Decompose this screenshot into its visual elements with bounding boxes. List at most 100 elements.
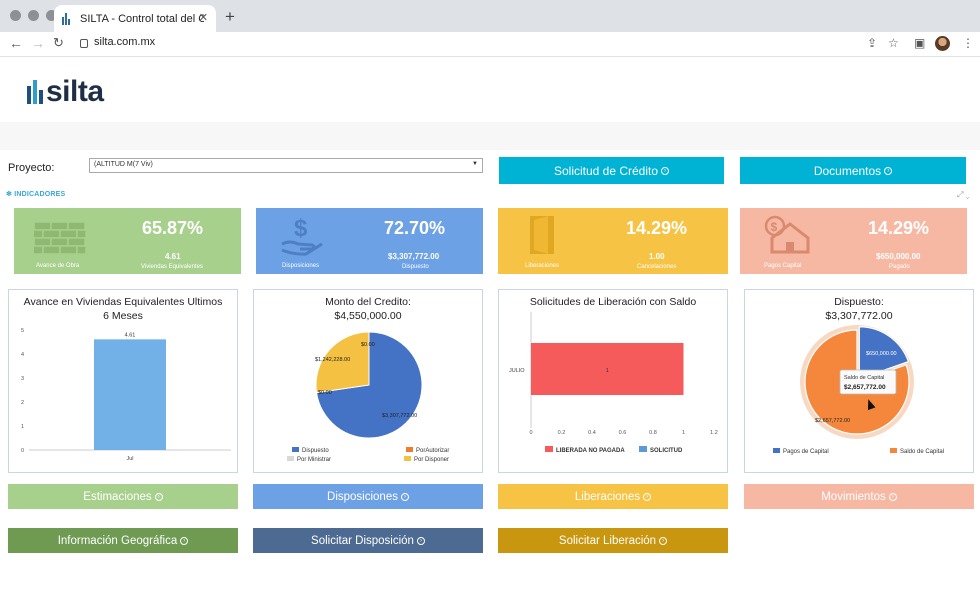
bar — [531, 343, 684, 395]
pie-data-label: $650,000.00 — [866, 351, 897, 357]
legend-label: Por Ministrar — [297, 457, 331, 463]
browser-toolbar: ← → ↻ silta.com.mx ⇪ ☆ ▣ ⋮ — [0, 32, 980, 57]
address-bar[interactable]: silta.com.mx — [80, 36, 155, 48]
header-divider-band — [0, 122, 980, 150]
documentos-button[interactable]: Documentos › — [740, 157, 966, 184]
maximize-window-button[interactable] — [46, 10, 57, 21]
chevron-down-icon: ▼ — [472, 161, 478, 167]
tab-title: SILTA - Control total del Crédito — [80, 12, 204, 25]
x-tick-label: 0 — [529, 430, 532, 436]
chart-title: Monto del Credito: $4,550,000.00 — [254, 295, 482, 323]
pie-data-label: $0.00 — [361, 342, 375, 348]
tooltip-title: Saldo de Capital — [844, 375, 884, 381]
bar — [94, 339, 166, 450]
lock-icon — [80, 38, 88, 48]
legend-label: Dispuesto — [302, 448, 329, 454]
arrow-circle-icon: › — [661, 166, 670, 175]
movimientos-label: Movimientos — [821, 490, 886, 503]
solicitar-liberacion-label: Solicitar Liberación — [558, 534, 657, 547]
silta-logo-mark-icon — [27, 80, 43, 104]
kpi-label: Liberaciones — [525, 263, 560, 269]
solicitar-disposicion-label: Solicitar Disposición — [311, 534, 414, 547]
y-tick-label: 4 — [21, 352, 24, 358]
legend-label: LIBERADA NO PAGADA — [556, 448, 625, 454]
arrow-circle-icon: › — [400, 492, 409, 501]
kpi-percent: 65.87% — [142, 218, 204, 238]
x-tick-label: 0.2 — [558, 430, 566, 436]
kpi-avance-obra[interactable]: 65.87% 4.61 Viviendas Equivalentes Avanc… — [14, 208, 241, 274]
chart-subtitle: $4,550,000.00 — [334, 310, 402, 322]
tab-bar: SILTA - Control total del Crédito ✕ + — [0, 0, 980, 32]
kpi-percent: 14.29% — [868, 218, 930, 238]
expand-collapse-icon[interactable]: ⤢ ⌄ — [957, 190, 970, 199]
x-tick-label: 0.8 — [649, 430, 657, 436]
movimientos-button[interactable]: Movimientos › — [744, 484, 974, 509]
legend-swatch — [404, 456, 411, 461]
y-tick-label: 1 — [21, 424, 24, 430]
tooltip-box — [839, 369, 897, 395]
chart-title: Avance en Viviendas Equivalentes Ultimos… — [23, 296, 223, 322]
arrow-circle-icon: › — [888, 492, 897, 501]
y-tick-label: 0 — [21, 448, 24, 454]
bookmark-star-icon[interactable]: ☆ — [888, 36, 899, 50]
dashboard-content: Proyecto: (ALTITUD M(7 Viv) ▼ Solicitud … — [0, 122, 980, 609]
arrow-circle-icon: › — [416, 536, 425, 545]
indicadores-label[interactable]: ✻ INDICADORES — [6, 191, 66, 198]
bar-data-label: 1 — [606, 368, 609, 374]
x-tick-label: Jul — [126, 456, 133, 462]
kpi-value-label: Cancelaciones — [637, 264, 677, 270]
reload-icon[interactable]: ↻ — [53, 35, 64, 50]
kpi-value: 1.00 — [649, 252, 665, 261]
arrow-circle-icon: › — [154, 492, 163, 501]
minimize-window-button[interactable] — [28, 10, 39, 21]
kpi-value-label: Dispuesto — [402, 264, 429, 270]
project-select[interactable]: (ALTITUD M(7 Viv) ▼ — [89, 158, 483, 173]
arrow-circle-icon: › — [659, 536, 668, 545]
legend-label: SOLICITUD — [650, 448, 683, 454]
money-hand-icon: $ — [281, 215, 323, 256]
solicitar-liberacion-button[interactable]: Solicitar Liberación › — [498, 528, 728, 553]
informacion-geografica-button[interactable]: Información Geográfica › — [8, 528, 238, 553]
share-icon[interactable]: ⇪ — [867, 36, 878, 50]
silta-logo[interactable]: silta — [27, 75, 104, 109]
kpi-disposiciones[interactable]: $ 72.70% $3,307,772.00 Dispuesto Disposi… — [256, 208, 483, 274]
kpi-value: 4.61 — [165, 252, 181, 261]
kpi-pagos-capital[interactable]: $ 14.29% $650,000.00 Pagado Pagos Capita… — [740, 208, 967, 274]
x-tick-label: 0.4 — [588, 430, 596, 436]
kpi-liberaciones[interactable]: 14.29% 1.00 Cancelaciones Liberaciones — [498, 208, 728, 274]
solicitudes-bar-chart: 0 0.2 0.4 0.6 0.8 1 1.2 JULIO 1 LIBERADA NO PAGAD… — [509, 312, 718, 454]
chart-title: Dispuesto: $3,307,772.00 — [745, 295, 973, 323]
profile-avatar[interactable] — [935, 36, 950, 51]
new-tab-button[interactable]: + — [225, 7, 235, 26]
pie-slice — [804, 329, 910, 435]
estimaciones-button[interactable]: Estimaciones › — [8, 484, 238, 509]
kpi-percent: 14.29% — [626, 218, 688, 238]
y-tick-label: 3 — [21, 376, 24, 382]
solicitud-credito-label: Solicitud de Crédito — [553, 163, 659, 178]
back-arrow-icon[interactable]: ← — [9, 35, 23, 51]
avance-bar-chart: 0 1 2 3 4 5 4.61 Jul — [21, 328, 231, 462]
solicitud-credito-button[interactable]: Solicitud de Crédito › — [499, 157, 724, 184]
legend-label: Saldo de Capital — [900, 449, 944, 455]
legend-swatch — [406, 447, 413, 452]
pie-data-label: $2,657,772.00 — [815, 418, 850, 424]
browser-tab[interactable]: SILTA - Control total del Crédito ✕ — [54, 5, 216, 32]
disposiciones-label: Disposiciones — [327, 490, 398, 503]
tab-close-icon[interactable]: ✕ — [198, 12, 208, 24]
forward-arrow-icon[interactable]: → — [31, 35, 45, 51]
disposiciones-button[interactable]: Disposiciones › — [253, 484, 483, 509]
site-header: silta — [0, 58, 980, 122]
solicitar-disposicion-button[interactable]: Solicitar Disposición › — [253, 528, 483, 553]
svg-text:$: $ — [771, 220, 778, 234]
x-tick-label: 1 — [682, 430, 685, 436]
kpi-label: Pagos Capital — [764, 263, 802, 269]
estimaciones-label: Estimaciones — [83, 490, 152, 503]
close-window-button[interactable] — [10, 10, 21, 21]
menu-kebab-icon[interactable]: ⋮ — [962, 36, 974, 50]
kpi-label: Disposiciones — [282, 263, 320, 269]
bar-data-label: 4.61 — [125, 332, 136, 338]
liberaciones-button[interactable]: Liberaciones › — [498, 484, 728, 509]
side-panel-icon[interactable]: ▣ — [914, 36, 926, 50]
project-select-value: (ALTITUD M(7 Viv) — [94, 161, 153, 168]
indicadores-text: INDICADORES — [14, 191, 66, 198]
